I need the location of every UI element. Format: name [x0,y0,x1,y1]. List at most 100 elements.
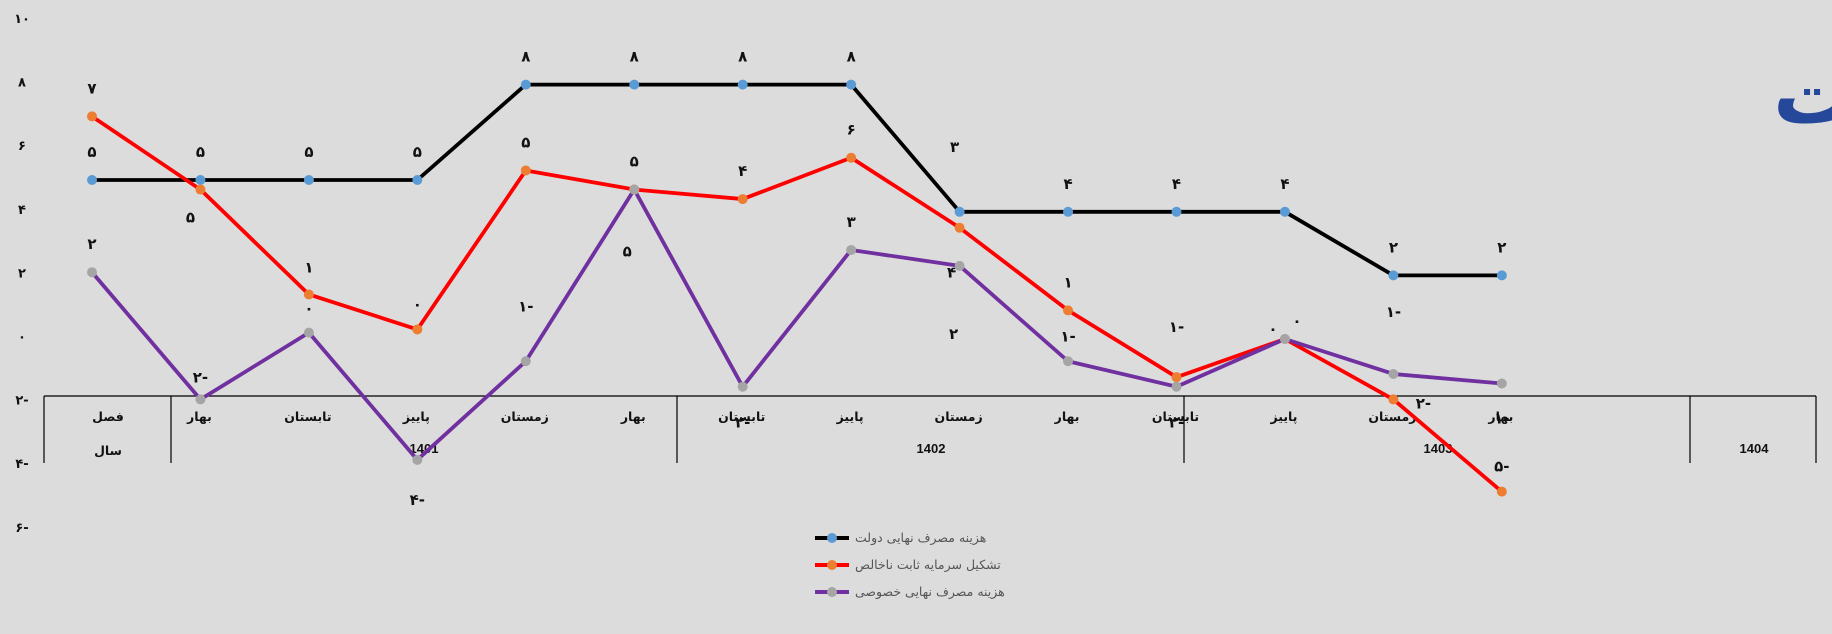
y-tick-label: ۶ [18,139,26,154]
data-label: ۲ [87,235,96,253]
data-label: ۲- [1169,414,1184,432]
series-layer [87,79,1507,497]
data-point-marker [303,175,314,185]
data-point-marker [520,356,531,367]
series-line [90,187,1503,462]
data-label: ۲ [1389,238,1398,256]
data-point-marker [412,175,423,185]
data-label: ۸ [738,48,747,66]
season-label: بهار [1054,409,1080,424]
data-point-marker [1279,206,1290,217]
data-point-marker [1171,206,1182,217]
brand-logo: جهان صنعت [1773,48,1832,143]
y-axis-ticks: ۱۰ ۸ ۶ ۴ ۲ ۰ ۲- ۴- ۶- [14,12,30,536]
season-label: پاییز [402,409,430,424]
data-point-marker [195,175,206,185]
season-label: پاییز [1269,409,1297,424]
season-header: فصل [92,409,124,424]
data-point-marker [1496,378,1507,389]
data-label: ۵ [521,133,530,151]
data-label: ۵ [87,143,96,161]
legend-label: تشکیل سرمایه ثابت ناخالص [855,557,1001,573]
data-label: ۰ [413,295,422,313]
data-point-marker [1063,305,1074,316]
data-label: ۵- [1494,458,1509,476]
data-label: ۴- [410,491,425,509]
data-point-marker [87,111,97,122]
data-point-marker [1171,372,1182,383]
season-label: بهار [620,409,646,424]
data-point-marker [1496,270,1507,281]
data-point-marker [846,152,857,163]
data-point-marker [303,289,314,300]
data-label: ۱- [1494,410,1509,428]
season-label: بهار [186,409,212,424]
data-label: ۵ [623,243,632,261]
data-point-marker [1063,206,1074,217]
data-label: ۱ [304,258,313,276]
legend-item: تشکیل سرمایه ثابت ناخالص [815,557,1001,573]
data-point-marker [195,184,206,195]
data-label: ۰ [1268,320,1277,338]
season-label: تابستان [284,409,331,424]
year-header: سال [94,443,122,458]
data-point-marker [1171,381,1182,392]
series-line [92,82,1502,278]
data-point-marker [737,381,748,392]
data-label: ۵ [304,143,313,161]
data-label: ۸ [521,48,530,66]
y-tick-label: ۴- [15,457,28,472]
season-label: تابستان [718,409,765,424]
data-label: ۲- [735,414,750,432]
data-point-marker [1388,368,1399,379]
season-label: زمستان [935,409,983,424]
data-point-marker [954,260,965,271]
data-label: ۲ [949,325,958,343]
data-point-marker [737,79,748,90]
data-label: ۱- [518,297,533,315]
data-point-marker [1496,486,1507,497]
legend-item: هزینه مصرف نهایی دولت [815,530,986,546]
legend-label: هزینه مصرف نهایی خصوصی [855,584,1005,600]
data-label: ۱- [1169,318,1184,336]
data-label: ۴ [1172,175,1181,193]
data-point-marker [629,79,640,90]
data-point-marker [195,394,206,405]
legend-marker [827,533,837,543]
data-point-marker [1388,394,1399,405]
data-label: ۸ [630,48,639,66]
legend: هزینه مصرف نهایی دولت تشکیل سرمایه ثابت ن… [815,530,1005,600]
y-tick-label: ۱۰ [14,12,30,27]
data-label: ۴ [947,264,956,282]
y-tick-label: ۲- [15,394,28,409]
data-point-marker [1063,356,1074,367]
y-tick-label: ۶- [15,521,28,536]
data-label: ۵ [186,209,195,227]
data-point-marker [87,267,97,278]
data-label: ۳ [847,213,856,231]
legend-marker [827,560,837,570]
data-point-marker [412,324,423,335]
data-label: ۲- [193,368,208,386]
data-point-marker [1388,270,1399,281]
season-label: پاییز [836,409,864,424]
year-label: 1403 [1424,441,1453,456]
data-label: ۴ [1063,175,1072,193]
data-point-marker [629,184,640,195]
data-point-marker [954,206,965,217]
season-label: بهار [1487,409,1513,424]
data-label: ۷ [87,79,96,97]
data-point-marker [846,79,857,90]
data-point-marker [520,79,531,90]
data-label: ۵ [630,153,639,171]
legend-label: هزینه مصرف نهایی دولت [855,530,986,546]
data-label: ۱ [1063,273,1072,291]
season-label: زمستان [1368,409,1416,424]
data-label: ۴ [1280,175,1289,193]
data-label: ۵ [196,143,205,161]
data-point-marker [303,327,314,338]
y-tick-label: ۲ [18,266,26,281]
year-label: 1404 [1740,441,1770,456]
data-labels: ۵ ۵ ۵ ۵ ۸ ۸ ۸ ۸ ۳ ۴ ۴ ۴ ۲ ۲ ۷ ۵ ۱ ۰ ۵ ۵ ۴ ۶ ۴ ۱ ۱- ۰ ۲- ۵- ۲ ۲- ۰ ۴- ۱- ۵… [87,48,1509,509]
